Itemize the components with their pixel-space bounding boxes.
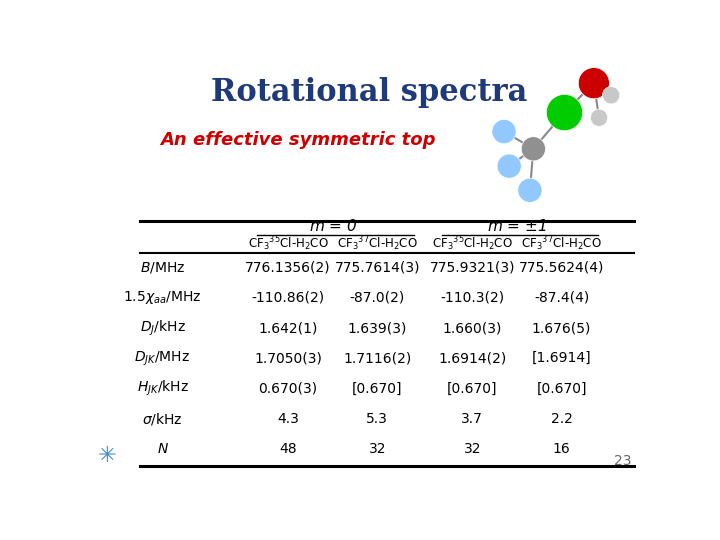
Text: 32: 32 xyxy=(464,442,481,456)
Text: 32: 32 xyxy=(369,442,386,456)
Circle shape xyxy=(578,68,609,99)
Text: 776.1356(2): 776.1356(2) xyxy=(246,260,331,274)
Text: 1.639(3): 1.639(3) xyxy=(348,321,407,335)
Circle shape xyxy=(492,119,516,144)
Circle shape xyxy=(546,94,582,131)
Circle shape xyxy=(518,178,542,202)
Text: 775.9321(3): 775.9321(3) xyxy=(429,260,515,274)
Text: 4.3: 4.3 xyxy=(277,412,299,426)
Text: -110.3(2): -110.3(2) xyxy=(440,291,504,305)
Text: $B$/MHz: $B$/MHz xyxy=(140,260,185,275)
Text: 775.5624(4): 775.5624(4) xyxy=(519,260,604,274)
Text: 1.6914(2): 1.6914(2) xyxy=(438,352,506,366)
Text: 0.670(3): 0.670(3) xyxy=(258,382,318,396)
Text: 3.7: 3.7 xyxy=(462,412,483,426)
Text: $D_J$/kHz: $D_J$/kHz xyxy=(140,319,186,338)
Text: 1.676(5): 1.676(5) xyxy=(532,321,591,335)
Text: -87.4(4): -87.4(4) xyxy=(534,291,589,305)
Text: CF$_3$$^{35}$Cl-H$_2$CO: CF$_3$$^{35}$Cl-H$_2$CO xyxy=(432,234,513,253)
Text: -87.0(2): -87.0(2) xyxy=(350,291,405,305)
Text: $N$: $N$ xyxy=(156,442,168,456)
Text: 1.642(1): 1.642(1) xyxy=(258,321,318,335)
Text: CF$_3$$^{35}$Cl-H$_2$CO: CF$_3$$^{35}$Cl-H$_2$CO xyxy=(248,234,328,253)
Text: [0.670]: [0.670] xyxy=(447,382,498,396)
Text: $\sigma$/kHz: $\sigma$/kHz xyxy=(142,411,183,427)
Text: [0.670]: [0.670] xyxy=(536,382,587,396)
Text: An effective symmetric top: An effective symmetric top xyxy=(160,131,436,150)
Circle shape xyxy=(497,154,521,178)
Text: -110.86(2): -110.86(2) xyxy=(251,291,325,305)
Circle shape xyxy=(590,109,608,126)
Text: 48: 48 xyxy=(279,442,297,456)
Text: $H_{JK}$/kHz: $H_{JK}$/kHz xyxy=(137,379,189,399)
Text: [1.6914]: [1.6914] xyxy=(531,352,591,366)
Text: 2.2: 2.2 xyxy=(551,412,572,426)
Text: CF$_3$$^{37}$Cl-H$_2$CO: CF$_3$$^{37}$Cl-H$_2$CO xyxy=(337,234,418,253)
Text: $D_{JK}$/MHz: $D_{JK}$/MHz xyxy=(135,349,191,368)
Text: 1.7050(3): 1.7050(3) xyxy=(254,352,322,366)
Text: 1.5$\chi_{aa}$/MHz: 1.5$\chi_{aa}$/MHz xyxy=(123,289,202,306)
Text: 5.3: 5.3 xyxy=(366,412,388,426)
Text: 23: 23 xyxy=(613,454,631,468)
Text: [0.670]: [0.670] xyxy=(352,382,402,396)
Text: 16: 16 xyxy=(553,442,570,456)
Text: Rotational spectra: Rotational spectra xyxy=(211,77,527,109)
Text: 1.7116(2): 1.7116(2) xyxy=(343,352,412,366)
Text: 1.660(3): 1.660(3) xyxy=(443,321,502,335)
Circle shape xyxy=(603,86,620,104)
Circle shape xyxy=(521,137,546,161)
Text: 775.7614(3): 775.7614(3) xyxy=(335,260,420,274)
Text: $m$ = ±1: $m$ = ±1 xyxy=(487,218,546,234)
Text: $m$ = 0: $m$ = 0 xyxy=(309,218,357,234)
Text: CF$_3$$^{37}$Cl-H$_2$CO: CF$_3$$^{37}$Cl-H$_2$CO xyxy=(521,234,602,253)
Text: ✳: ✳ xyxy=(97,446,116,465)
